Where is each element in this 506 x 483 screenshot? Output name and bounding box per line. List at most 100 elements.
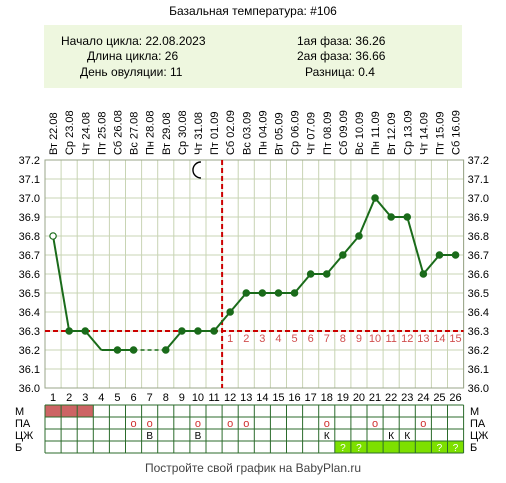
luteal-day-number: 10: [369, 333, 381, 345]
day-number-label: 20: [353, 392, 365, 404]
menstruation-cell: [45, 405, 62, 417]
y-tick-label-right: 36.8: [468, 231, 489, 243]
y-tick-label-right: 36.6: [468, 269, 489, 281]
day-number-label: 16: [288, 392, 300, 404]
phase1-text: 1ая фаза: 36.26: [297, 34, 386, 48]
temperature-line-segment: [229, 292, 248, 313]
y-tick-label-right: 37.0: [468, 193, 489, 205]
date-label: Ср 23.08: [64, 110, 76, 155]
date-label: Пн 04.09: [257, 110, 269, 155]
row-label-left: ЦЖ: [15, 430, 33, 442]
temperature-point: [322, 270, 331, 278]
date-label: Сб 02.09: [225, 110, 237, 155]
plot-frame: [44, 159, 465, 389]
luteal-day-number: 11: [385, 333, 396, 345]
y-tick-label-left: 37.0: [19, 193, 40, 205]
luteal-day-number: 4: [275, 333, 281, 345]
cycle-length-text: Длина цикла: 26: [87, 49, 179, 63]
y-tick-label-right: 36.0: [468, 383, 489, 395]
intercourse-mark: о: [227, 418, 233, 430]
date-label: Ср 30.08: [177, 110, 189, 155]
luteal-day-number: 13: [417, 333, 429, 345]
dry-day-cell: [415, 441, 432, 453]
y-tick-label-right: 37.2: [468, 155, 489, 167]
row-label-left: ПА: [15, 418, 31, 430]
temperature-point: [210, 327, 218, 335]
temperature-point: [49, 232, 57, 240]
luteal-day-number: 1: [227, 333, 233, 345]
date-label: Вт 05.09: [273, 112, 285, 155]
date-label: Сб 16.09: [451, 110, 463, 155]
y-tick-label-left: 36.1: [19, 364, 40, 376]
day-number-label: 23: [401, 392, 413, 404]
row-label-left: Б: [15, 442, 22, 454]
date-label: Пт 25.08: [96, 111, 108, 155]
luteal-day-number: 2: [243, 333, 249, 345]
intercourse-mark: о: [147, 418, 153, 430]
date-label: Ср 06.09: [290, 110, 302, 155]
luteal-day-number: 8: [340, 333, 346, 345]
temperature-point: [242, 289, 251, 297]
day-number-label: 3: [82, 392, 88, 404]
y-tick-label-right: 36.5: [468, 288, 489, 300]
temperature-line-segment: [422, 254, 441, 275]
intercourse-mark: о: [372, 418, 378, 430]
temperature-point: [419, 270, 428, 278]
row-label-left: М: [15, 406, 24, 418]
dry-mark: ?: [340, 443, 346, 454]
y-tick-label-left: 36.6: [19, 269, 40, 281]
y-tick-label-left: 36.0: [19, 383, 40, 395]
intercourse-mark: о: [324, 418, 330, 430]
dry-day-cell: [383, 441, 400, 453]
day-number-label: 8: [163, 392, 169, 404]
menstruation-cell: [77, 405, 94, 417]
y-tick-label-left: 36.8: [19, 231, 40, 243]
mucus-mark: К: [324, 431, 330, 442]
temperature-point: [129, 346, 138, 354]
day-number-label: 12: [224, 392, 236, 404]
dry-day-cell: [367, 441, 384, 453]
cycle-start-text: Начало цикла: 22.08.2023: [61, 34, 206, 48]
intercourse-mark: о: [243, 418, 249, 430]
day-number-label: 22: [385, 392, 397, 404]
temperature-point: [258, 289, 267, 297]
day-number-label: 13: [240, 392, 252, 404]
row-label-right: ЦЖ: [470, 430, 488, 442]
temperature-point: [403, 213, 412, 221]
footer-link[interactable]: Постройте свой график на BabyPlan.ru: [144, 461, 362, 475]
temperature-point: [371, 194, 379, 202]
day-number-label: 5: [114, 392, 120, 404]
y-tick-label-left: 36.7: [19, 250, 40, 262]
day-number-label: 1: [50, 392, 56, 404]
temperature-point: [194, 327, 202, 335]
temperature-point: [226, 308, 234, 316]
intercourse-mark: о: [195, 418, 201, 430]
y-tick-label-left: 36.4: [19, 307, 40, 319]
y-tick-label-right: 36.7: [468, 250, 489, 262]
dry-mark: ?: [437, 443, 443, 454]
temperature-point: [435, 251, 444, 259]
date-label: Сб 09.09: [338, 110, 350, 155]
date-label: Вс 10.09: [354, 112, 366, 155]
day-number-label: 21: [369, 392, 381, 404]
luteal-day-number: 6: [308, 333, 314, 345]
day-number-label: 25: [433, 392, 445, 404]
moon-icon: [192, 161, 202, 179]
temperature-point: [161, 346, 170, 354]
difference-text: Разница: 0.4: [305, 65, 375, 79]
temperature-point: [178, 327, 186, 335]
day-number-label: 15: [272, 392, 284, 404]
date-label: Вс 27.08: [129, 112, 141, 155]
y-tick-label-right: 36.9: [468, 212, 489, 224]
dry-day-cell: [399, 441, 416, 453]
day-number-label: 4: [98, 392, 104, 404]
y-tick-label-right: 36.2: [468, 345, 489, 357]
day-number-label: 19: [337, 392, 349, 404]
temperature-line-segment: [52, 235, 71, 332]
temperature-line-segment: [213, 311, 231, 332]
menstruation-cell: [61, 405, 78, 417]
day-number-label: 9: [179, 392, 185, 404]
day-number-label: 14: [256, 392, 268, 404]
temperature-line-segment: [325, 254, 344, 275]
